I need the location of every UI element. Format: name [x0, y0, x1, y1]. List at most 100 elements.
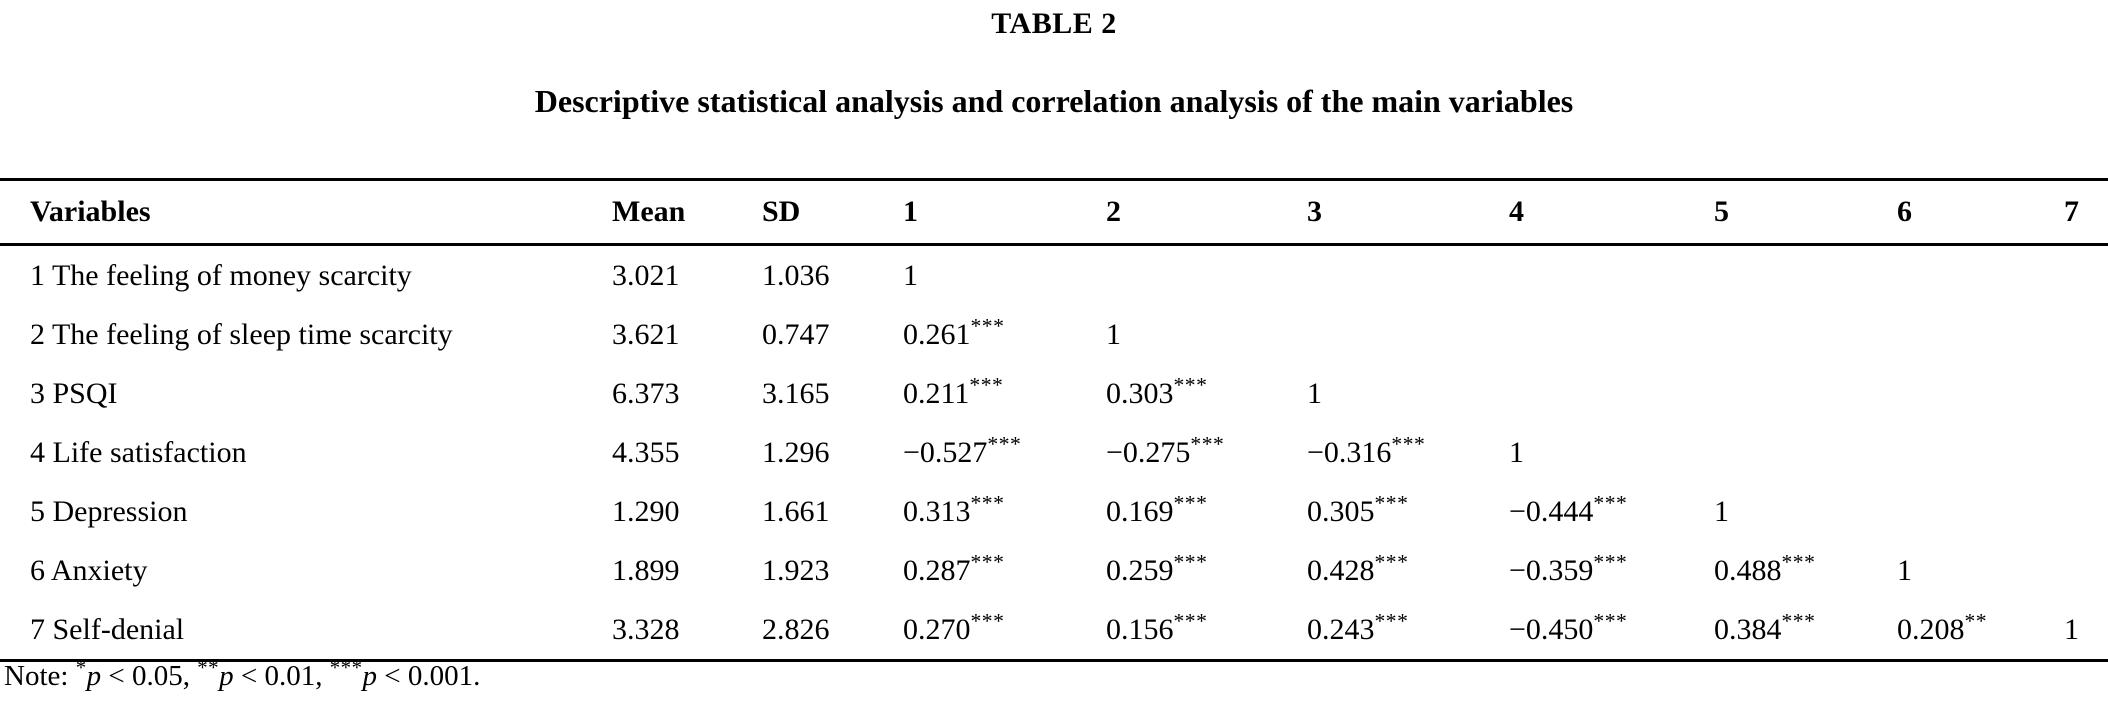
corr-cell: [1479, 305, 1684, 364]
corr-cell: 0.305***: [1307, 490, 1409, 528]
significance-stars: ***: [1781, 549, 1816, 574]
table-row: 5 Depression 1.290 1.661 0.313*** 0.169*** 0.…: [0, 482, 2108, 541]
corr-cell: −0.275***: [1106, 431, 1225, 469]
corr-cell: 0.270***: [903, 608, 1005, 646]
table-note: Note: *p < 0.05, **p < 0.01, ***p < 0.00…: [4, 655, 481, 692]
significance-stars: ***: [1173, 490, 1208, 515]
table-row: 1 The feeling of money scarcity 3.021 1.03…: [0, 245, 2108, 306]
corr-cell: −0.444***: [1509, 490, 1628, 528]
column-header-7: 7: [2034, 179, 2108, 246]
mean-cell: 6.373: [612, 376, 680, 410]
table-row: 6 Anxiety 1.899 1.923 0.287*** 0.259*** 0.428…: [0, 541, 2108, 600]
column-header-sd: SD: [732, 179, 873, 246]
significance-stars: ***: [970, 549, 1005, 574]
mean-cell: 3.328: [612, 612, 680, 646]
corr-cell: 0.488***: [1714, 549, 1816, 587]
significance-stars: ***: [970, 490, 1005, 515]
significance-stars: ***: [1374, 490, 1409, 515]
significance-stars: ***: [1593, 549, 1628, 574]
table-row: 7 Self-denial 3.328 2.826 0.270*** 0.156*** 0…: [0, 600, 2108, 661]
significance-stars: ***: [987, 431, 1022, 456]
significance-stars: ***: [969, 372, 1004, 397]
significance-stars: ***: [1173, 549, 1208, 574]
column-header-4: 4: [1479, 179, 1684, 246]
mean-cell: 4.355: [612, 435, 680, 469]
corr-cell: [2034, 482, 2108, 541]
corr-cell: 0.313***: [903, 490, 1005, 528]
corr-cell: [2034, 423, 2108, 482]
significance-stars: ***: [1593, 490, 1628, 515]
corr-cell: [1684, 245, 1867, 306]
corr-cell: 1: [2064, 612, 2079, 646]
significance-stars: ***: [1173, 372, 1208, 397]
column-header-5: 5: [1684, 179, 1867, 246]
sd-cell: 1.036: [762, 258, 830, 292]
mean-cell: 1.290: [612, 494, 680, 528]
corr-cell: [1867, 245, 2034, 306]
corr-cell: −0.450***: [1509, 608, 1628, 646]
corr-cell: 0.243***: [1307, 608, 1409, 646]
column-header-mean: Mean: [582, 179, 732, 246]
significance-stars: ***: [1190, 431, 1225, 456]
corr-cell: [1684, 305, 1867, 364]
corr-cell: [1479, 245, 1684, 306]
mean-cell: 1.899: [612, 553, 680, 587]
corr-cell: 0.287***: [903, 549, 1005, 587]
column-header-variables: Variables: [0, 179, 582, 246]
p-symbol: p: [219, 660, 234, 692]
variable-cell: 5 Depression: [30, 494, 188, 528]
corr-cell: 0.208**: [1897, 608, 1988, 646]
significance-stars: *: [75, 655, 87, 680]
corr-cell: [1684, 364, 1867, 423]
significance-stars: ***: [1593, 608, 1628, 633]
corr-cell: [2034, 364, 2108, 423]
table-header: Variables Mean SD 1 2 3 4 5 6 7: [0, 179, 2108, 246]
significance-stars: ***: [970, 313, 1005, 338]
corr-cell: [1867, 423, 2034, 482]
table-body: 1 The feeling of money scarcity 3.021 1.03…: [0, 245, 2108, 661]
mean-cell: 3.021: [612, 258, 680, 292]
significance-stars: ***: [329, 655, 363, 680]
variable-cell: 1 The feeling of money scarcity: [30, 258, 412, 292]
column-header-1: 1: [873, 179, 1076, 246]
sd-cell: 0.747: [762, 317, 830, 351]
corr-cell: 0.384***: [1714, 608, 1816, 646]
variable-cell: 3 PSQI: [30, 376, 118, 410]
mean-cell: 3.621: [612, 317, 680, 351]
corr-cell: 0.169***: [1106, 490, 1208, 528]
column-header-6: 6: [1867, 179, 2034, 246]
corr-cell: [1867, 364, 2034, 423]
p-symbol: p: [362, 660, 378, 692]
significance-stars: ***: [1374, 549, 1409, 574]
table-row: 3 PSQI 6.373 3.165 0.211*** 0.303*** 1: [0, 364, 2108, 423]
significance-stars: ***: [1391, 431, 1426, 456]
corr-cell: 0.211***: [903, 372, 1004, 410]
significance-stars: ***: [970, 608, 1005, 633]
corr-cell: 1: [1714, 494, 1729, 528]
corr-cell: 0.156***: [1106, 608, 1208, 646]
corr-cell: 0.303***: [1106, 372, 1208, 410]
corr-cell: [1684, 423, 1867, 482]
corr-cell: 1: [903, 258, 918, 292]
significance-stars: **: [1964, 608, 1988, 633]
sd-cell: 1.296: [762, 435, 830, 469]
significance-stars: **: [197, 655, 220, 680]
column-header-2: 2: [1076, 179, 1277, 246]
corr-cell: −0.359***: [1509, 549, 1628, 587]
corr-cell: [1076, 245, 1277, 306]
table-label: TABLE 2: [991, 7, 1117, 40]
column-header-3: 3: [1277, 179, 1479, 246]
corr-cell: 1: [1307, 376, 1322, 410]
variable-cell: 7 Self-denial: [30, 612, 185, 646]
p-symbol: p: [86, 660, 102, 692]
corr-cell: [1867, 305, 2034, 364]
corr-cell: [1277, 245, 1479, 306]
corr-cell: 0.261***: [903, 313, 1005, 351]
variable-cell: 6 Anxiety: [30, 553, 148, 587]
corr-cell: 1: [1897, 553, 1912, 587]
sd-cell: 2.826: [762, 612, 830, 646]
sd-cell: 1.661: [762, 494, 830, 528]
corr-cell: [2034, 245, 2108, 306]
sd-cell: 3.165: [762, 376, 830, 410]
